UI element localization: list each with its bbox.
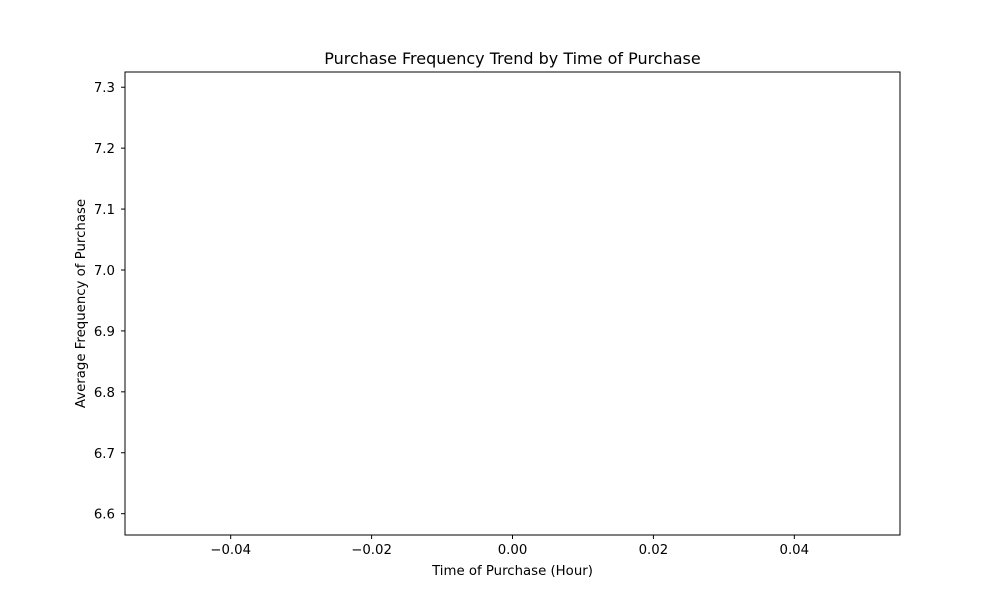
y-tick-label: 6.7 bbox=[94, 447, 115, 462]
y-tick-label: 7.0 bbox=[94, 264, 115, 279]
x-tick-label: 0.04 bbox=[780, 543, 810, 558]
x-tick-label: −0.02 bbox=[351, 543, 392, 558]
x-tick-label: 0.02 bbox=[639, 543, 669, 558]
x-tick-label: 0.00 bbox=[498, 543, 528, 558]
plot-area-frame bbox=[124, 71, 901, 536]
x-axis-ticks: −0.04 −0.02 0.00 0.02 0.04 bbox=[210, 535, 809, 558]
y-tick-label: 7.2 bbox=[94, 142, 115, 157]
x-axis-label: Time of Purchase (Hour) bbox=[431, 564, 593, 579]
y-tick-label: 7.3 bbox=[94, 81, 115, 96]
x-tick-label: −0.04 bbox=[210, 543, 251, 558]
chart-title: Purchase Frequency Trend by Time of Purc… bbox=[324, 49, 700, 68]
y-tick-label: 6.8 bbox=[94, 386, 115, 401]
y-axis-ticks: 6.6 6.7 6.8 6.9 7.0 7.1 7.2 7.3 bbox=[94, 81, 125, 523]
y-axis-label: Average Frequency of Purchase bbox=[74, 199, 89, 408]
y-tick-label: 7.1 bbox=[94, 203, 115, 218]
y-tick-label: 6.9 bbox=[94, 325, 115, 340]
y-tick-label: 6.6 bbox=[94, 508, 115, 523]
